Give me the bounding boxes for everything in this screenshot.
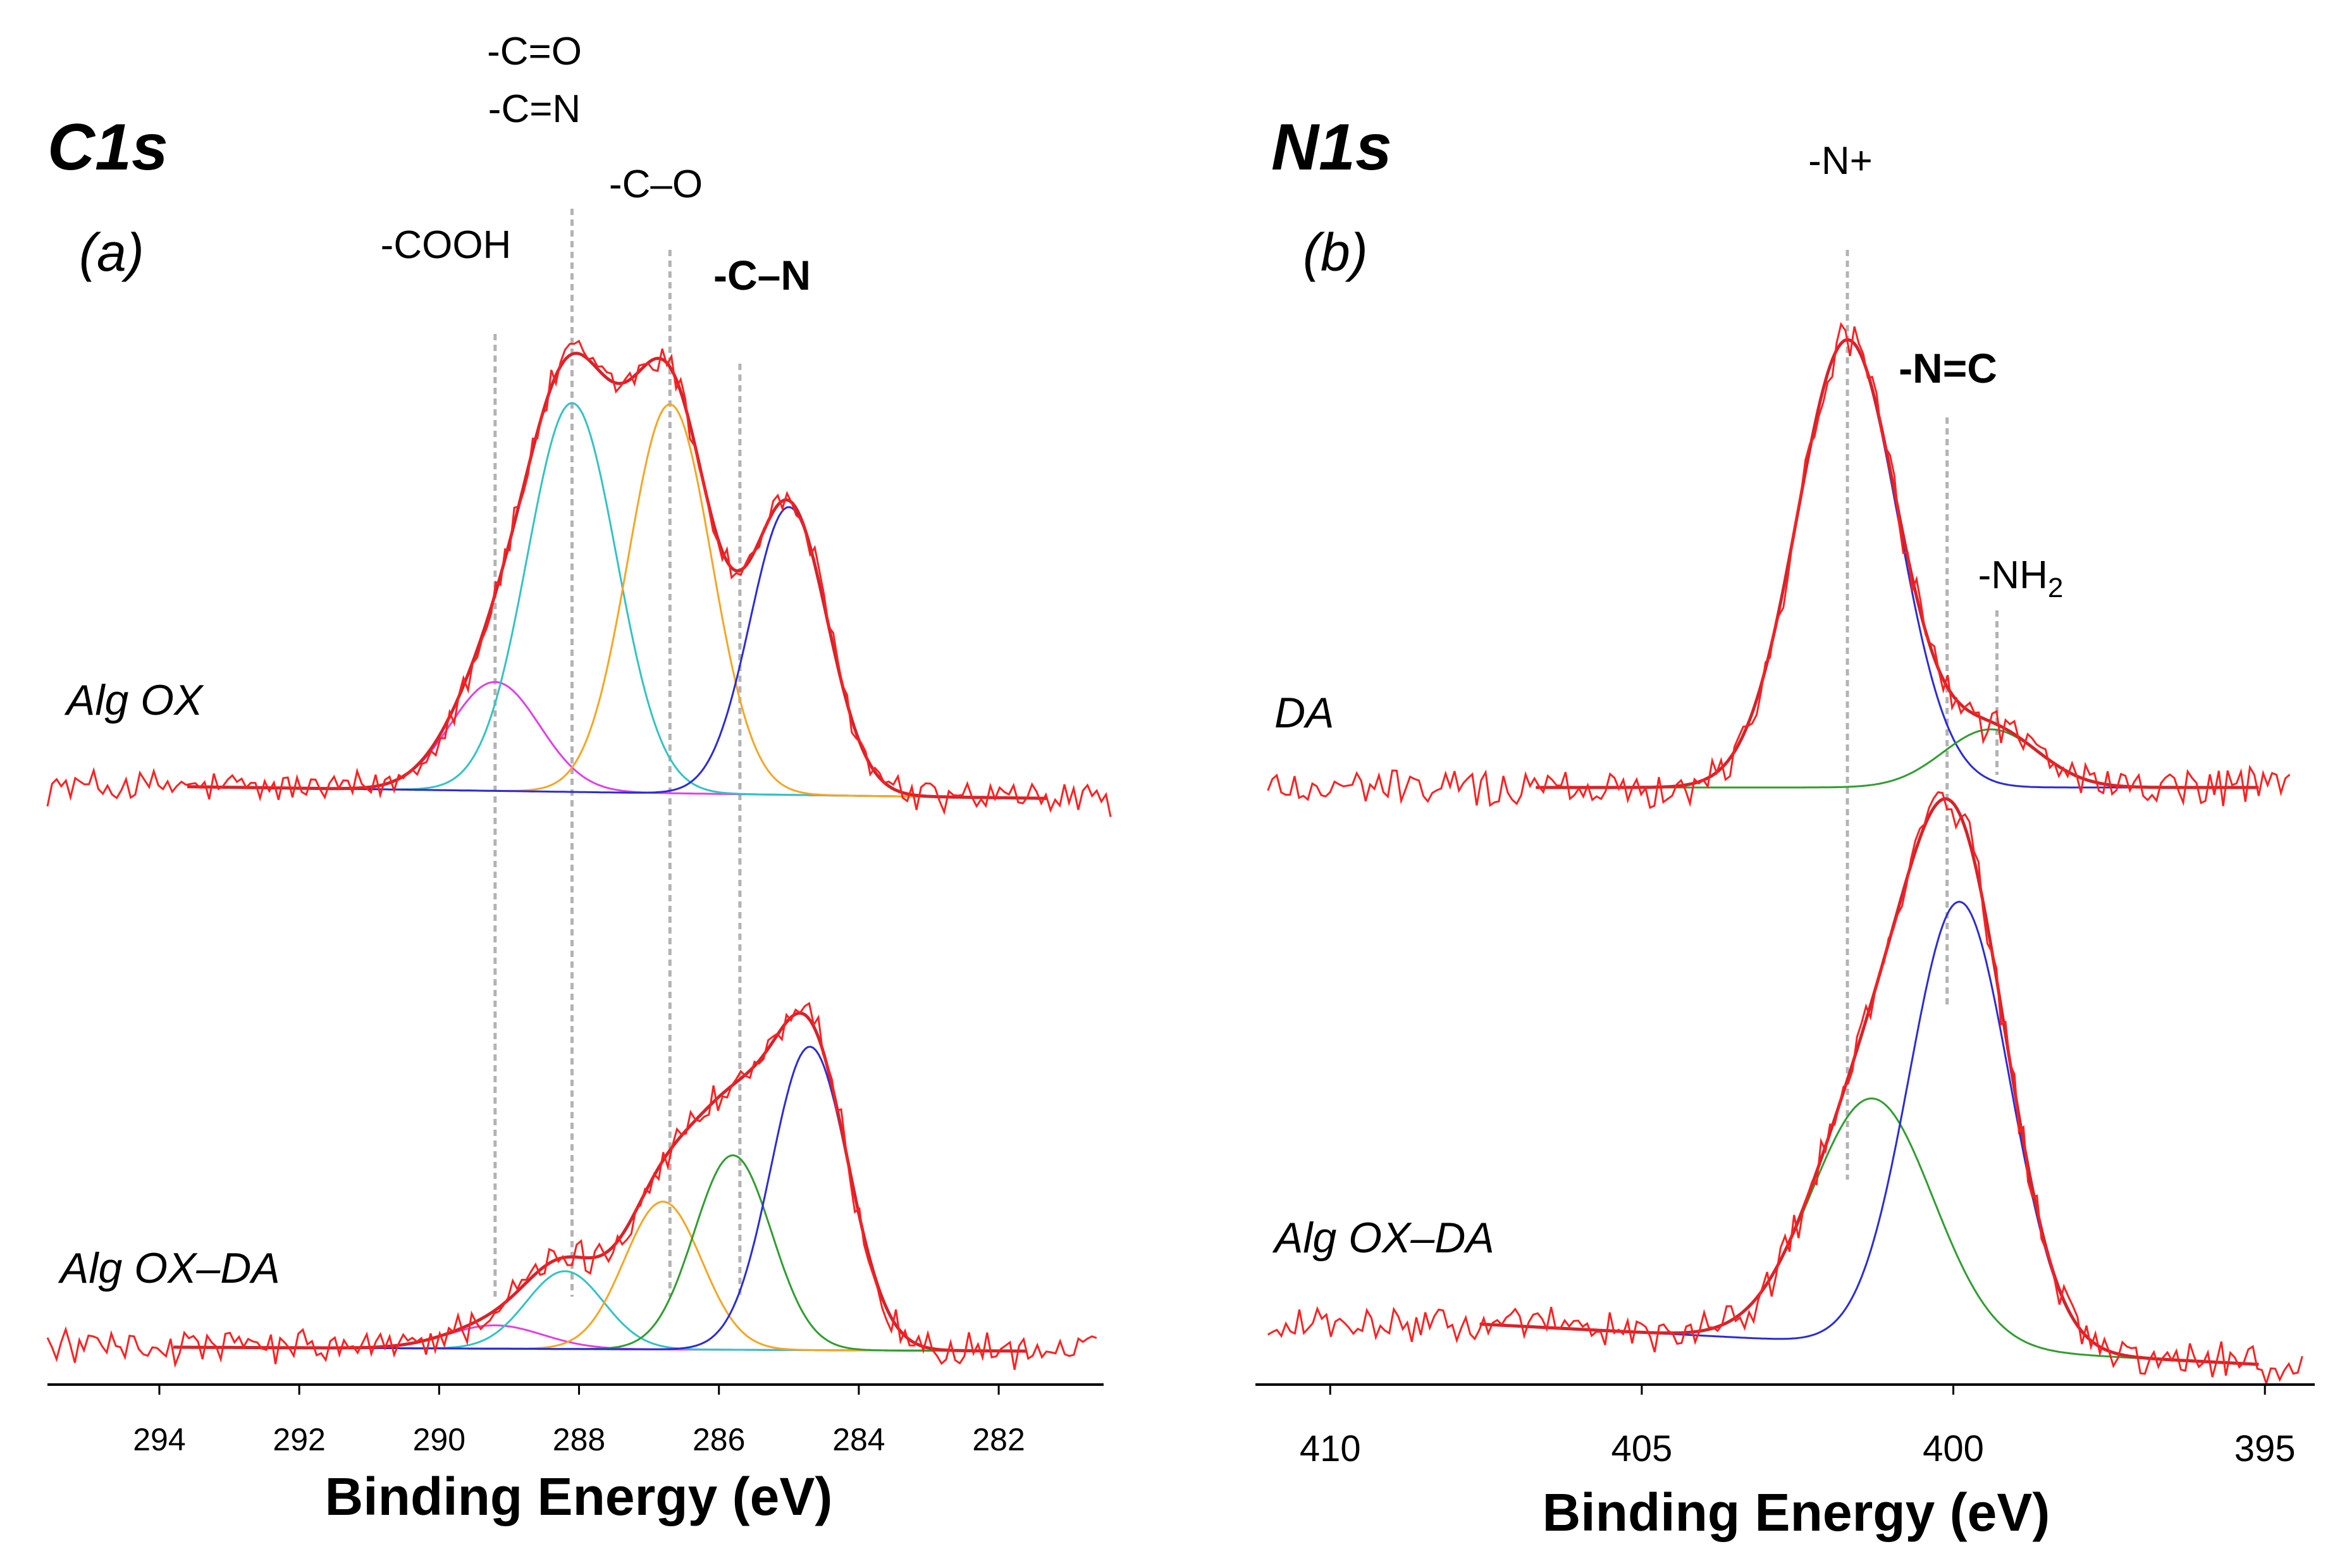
n1s-x-tick-label: 410: [1300, 1428, 1361, 1469]
n1s-x-axis-title: Binding Energy (eV): [1543, 1483, 2050, 1542]
c1s-annotation-c-double-o: -C=O: [487, 30, 582, 73]
n1s-fit-envelope: [1479, 797, 2259, 1366]
c1s-x-tick-label: 290: [413, 1422, 465, 1457]
c1s-component-peak: [187, 403, 1048, 799]
n1s-annotation-n-plus: -N+: [1808, 139, 1873, 183]
c1s-component-peak: [187, 506, 1048, 799]
c1s-spectrum-label-alg-ox-da: Alg OX–DA: [58, 1244, 280, 1292]
n1s-component-peak: [1479, 901, 2259, 1366]
c1s-spectrum-label-alg-ox: Alg OX: [64, 676, 204, 724]
n1s-panel-label: (b): [1303, 223, 1368, 282]
n1s-x-tick-label: 400: [1923, 1428, 1984, 1469]
c1s-annotation-c-n: -C–N: [713, 252, 811, 299]
n1s-x-tick-label: 405: [1611, 1428, 1672, 1469]
c1s-reference-lines: [493, 209, 742, 1297]
n1s-component-peak: [1536, 728, 2259, 789]
c1s-component-peak: [173, 1046, 1027, 1352]
c1s-panel-label: (a): [79, 223, 144, 282]
c1s-raw-spectrum: [46, 340, 1112, 817]
c1s-fit-envelope: [173, 1011, 1027, 1353]
n1s-annotations: -N+ -N=C -NH2: [1808, 139, 2063, 603]
n1s-annotation-nh2-subscript: 2: [2048, 572, 2063, 603]
n1s-raw-spectrum: [1267, 321, 2291, 810]
n1s-x-tick-label: 395: [2234, 1428, 2296, 1469]
n1s-x-ticks: 410 405 400 395: [1300, 1385, 2296, 1469]
n1s-component-peak: [1479, 1097, 2259, 1366]
c1s-panel: C1s (a) Alg OX Alg OX–DA -COOH -C=O -C=N…: [46, 30, 1112, 1526]
c1s-annotation-cooh: -COOH: [381, 223, 512, 267]
n1s-annotation-n-double-c: -N=C: [1899, 345, 1997, 392]
n1s-component-peak: [1536, 339, 2259, 789]
c1s-x-tick-label: 284: [832, 1422, 885, 1457]
c1s-x-tick-label: 294: [133, 1422, 185, 1457]
c1s-annotation-c-double-n: -C=N: [488, 87, 581, 131]
n1s-spectrum-label-da: DA: [1274, 689, 1334, 737]
c1s-x-tick-label: 286: [693, 1422, 745, 1457]
n1s-spectra: [1267, 321, 2303, 1387]
c1s-spectra: [46, 340, 1112, 1370]
n1s-annotation-nh2-main: -NH: [1978, 553, 2048, 597]
c1s-x-axis-title: Binding Energy (eV): [325, 1467, 833, 1526]
n1s-annotation-nh2: -NH2: [1978, 553, 2064, 603]
c1s-raw-spectrum: [46, 1001, 1097, 1370]
n1s-raw-spectrum: [1267, 791, 2303, 1387]
c1s-x-ticks: 294 292 290 288 286 284 282: [133, 1385, 1025, 1457]
c1s-component-peak: [187, 402, 1048, 799]
c1s-annotation-c-o: -C–O: [609, 163, 703, 206]
c1s-title: C1s: [47, 111, 168, 184]
n1s-fit-envelope: [1536, 338, 2259, 789]
c1s-fit-envelope: [187, 352, 1048, 800]
n1s-reference-lines: [1845, 250, 1999, 1180]
n1s-title: N1s: [1271, 111, 1392, 184]
c1s-component-peak: [173, 1154, 1027, 1352]
c1s-x-tick-label: 282: [972, 1422, 1025, 1457]
c1s-x-tick-label: 288: [553, 1422, 605, 1457]
n1s-panel: N1s (b) DA Alg OX–DA -N+ -N=C -NH2 410 40…: [1255, 111, 2315, 1542]
c1s-annotations: -COOH -C=O -C=N -C–O -C–N: [381, 30, 811, 299]
c1s-x-tick-label: 292: [273, 1422, 325, 1457]
n1s-spectrum-label-alg-ox-da: Alg OX–DA: [1272, 1214, 1494, 1262]
